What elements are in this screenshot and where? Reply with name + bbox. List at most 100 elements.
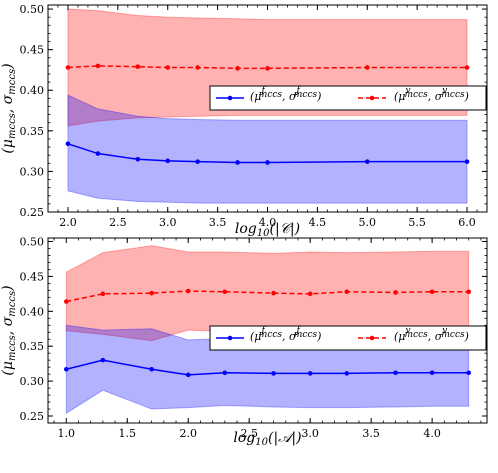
x-tick-label: 2.5	[109, 216, 127, 229]
legend-box	[209, 325, 487, 351]
x-tick-label: 5.0	[359, 216, 377, 229]
y-tick-label: 0.40	[20, 305, 45, 318]
y-tick-label: 0.30	[20, 375, 45, 388]
legend-label-part: v	[442, 86, 447, 96]
point-series-2	[235, 66, 240, 71]
legend-label: (μfmccs, σfmccs)	[250, 86, 321, 103]
point-series-2	[135, 64, 141, 69]
legend-label: (μfmccs, σfmccs)	[250, 326, 321, 343]
y-axis-label-part: )	[0, 63, 16, 69]
y-tick-label: 0.25	[20, 410, 45, 423]
y-tick-label: 0.50	[20, 235, 45, 248]
point-series-1	[235, 160, 240, 165]
y-axis-label: (μmccs, σmccs)	[0, 285, 18, 375]
x-tick-label: 4.5	[309, 216, 327, 229]
x-axis-label-part: (|	[268, 430, 278, 446]
legend-label-part: , σ	[282, 330, 297, 343]
point-series-1	[63, 366, 69, 372]
point-series-2	[149, 290, 154, 296]
y-tick-label: 0.40	[20, 84, 45, 97]
point-series-2	[429, 289, 435, 295]
y-tick-label: 0.50	[20, 3, 45, 16]
point-series-1	[165, 158, 171, 164]
legend-label-part: f	[296, 86, 302, 96]
x-tick-label: 3.0	[301, 427, 319, 440]
legend-label-part: mccs	[405, 90, 429, 100]
y-tick-label: 0.45	[20, 44, 45, 57]
x-axis-label-part: log	[235, 221, 257, 237]
y-tick-label: 0.35	[20, 125, 45, 138]
chart-panel-1: 2.0 2.5 3.0 3.5 4.0 4.5 5.0 5.5 6.0 0.25 0.30 0.35 0…	[0, 3, 488, 239]
x-tick-label: 6.0	[458, 216, 476, 229]
x-tick-label: 2.5	[240, 427, 258, 440]
point-series-1	[149, 366, 154, 372]
y-tick-label: 0.30	[20, 165, 45, 178]
point-series-1	[429, 370, 435, 376]
legend-label-part: , σ	[428, 90, 443, 103]
x-tick-label: 1.0	[58, 427, 76, 440]
point-series-2	[464, 65, 470, 70]
legend-label-part: )	[464, 330, 469, 343]
point-series-2	[222, 289, 228, 295]
point-series-2	[185, 288, 191, 294]
legend-label-part: (μ	[394, 90, 405, 103]
y-tick-label: 0.35	[20, 340, 45, 353]
x-axis-label-part: |)	[291, 430, 301, 446]
legend-marker-series-2	[369, 95, 375, 101]
point-series-1	[464, 159, 470, 164]
y-axis-label-part: mccs	[7, 291, 18, 317]
legend-label-part: mccs	[294, 330, 318, 340]
point-series-2	[63, 299, 69, 304]
point-series-2	[466, 289, 472, 295]
legend-label-part: mccs	[405, 330, 429, 340]
y-axis-label-part: mccs	[7, 69, 18, 95]
legend-label-part: )	[316, 90, 321, 103]
legend-label: (μvmccs, σvmccs)	[394, 86, 469, 103]
x-axis-label-part: log	[233, 430, 255, 446]
chart-panel-2: 1.0 1.5 2.0 2.5 3.0 3.5 4.0 0.25 0.30 0.35 0.40 0.4…	[0, 235, 488, 448]
x-axis-label-part: 𝒜	[278, 430, 295, 446]
point-series-1	[195, 159, 200, 164]
legend-label-part: , σ	[282, 90, 297, 103]
plot-frame	[47, 237, 488, 424]
y-tick-label: 0.25	[20, 206, 45, 219]
point-series-1	[265, 160, 270, 165]
point-series-2	[307, 291, 313, 297]
legend-label-part: , σ	[428, 330, 443, 343]
y-axis-label-part: , σ	[0, 316, 16, 335]
point-series-2	[271, 290, 276, 296]
y-tick-label: 0.45	[20, 270, 45, 283]
point-series-1	[95, 151, 101, 156]
legend-label-part: v	[405, 86, 410, 96]
legend: (μfmccs, σfmccs) (μvmccs, σvmccs)	[209, 325, 487, 351]
point-series-2	[344, 289, 350, 295]
x-tick-label: 3.5	[362, 427, 380, 440]
x-tick-label: 2.0	[59, 216, 77, 229]
point-series-2	[265, 66, 270, 71]
legend-label-part: (μ	[394, 330, 405, 343]
x-tick-label: 3.5	[209, 216, 227, 229]
legend-label-part: mccs	[259, 90, 283, 100]
x-axis-label-part: (|	[270, 221, 280, 237]
point-series-1	[222, 370, 228, 376]
x-axis-label: log10(|𝒜|)	[233, 430, 301, 448]
point-series-1	[344, 371, 350, 376]
x-tick-label: 2.0	[179, 427, 197, 440]
legend-marker-series-1	[227, 95, 233, 101]
legend-label-part: f	[260, 86, 266, 96]
band-series-1	[67, 94, 468, 204]
x-tick-label: 4.0	[259, 216, 277, 229]
y-axis-label-part: (μ	[0, 139, 16, 154]
point-series-2	[95, 63, 101, 69]
legend-label-part: )	[464, 90, 469, 103]
legend-label-part: mccs	[294, 90, 318, 100]
legend-marker-series-2	[369, 335, 375, 341]
point-series-2	[364, 65, 370, 70]
x-axis-label-part: 10	[257, 228, 270, 239]
y-axis-label-part: )	[0, 285, 16, 291]
point-series-2	[100, 291, 106, 297]
y-axis-label-part: (μ	[0, 361, 16, 376]
legend-label-part: (μ	[250, 330, 261, 343]
y-axis-label: (μmccs, σmccs)	[0, 63, 18, 153]
